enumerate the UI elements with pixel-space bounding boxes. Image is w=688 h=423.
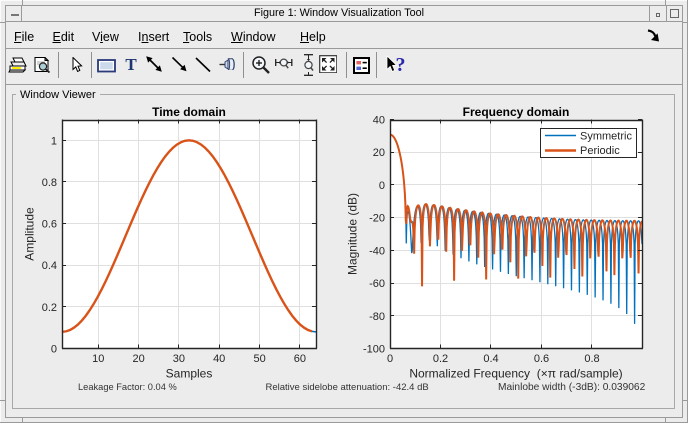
svg-text:30: 30: [173, 353, 185, 365]
svg-text:-60: -60: [369, 278, 385, 290]
svg-text:-20: -20: [369, 213, 385, 225]
svg-text:20: 20: [373, 147, 385, 159]
svg-text:Magnitude (dB): Magnitude (dB): [346, 193, 360, 275]
svg-text:Periodic: Periodic: [580, 145, 620, 157]
svg-text:1: 1: [51, 135, 57, 147]
svg-text:Mainlobe width (-3dB): 0.03906: Mainlobe width (-3dB): 0.039062: [498, 382, 646, 393]
svg-text:0.4: 0.4: [42, 260, 57, 272]
svg-text:20: 20: [132, 353, 144, 365]
svg-text:0: 0: [387, 353, 393, 365]
svg-text:-80: -80: [369, 311, 385, 323]
svg-text:0: 0: [379, 180, 385, 192]
svg-text:0.6: 0.6: [534, 353, 549, 365]
svg-text:0.6: 0.6: [42, 219, 57, 231]
svg-text:-40: -40: [369, 245, 385, 257]
svg-text:0.8: 0.8: [42, 177, 57, 189]
svg-text:Normalized Frequency (×π rad/: Normalized Frequency (×π rad/sample): [409, 367, 622, 381]
svg-text:Leakage Factor: 0.04 %: Leakage Factor: 0.04 %: [78, 382, 177, 392]
svg-text:Samples: Samples: [166, 367, 213, 381]
svg-text:-100: -100: [363, 344, 385, 356]
svg-text:0.2: 0.2: [42, 302, 57, 314]
svg-text:0.2: 0.2: [433, 353, 448, 365]
svg-text:10: 10: [92, 353, 104, 365]
svg-text:40: 40: [373, 115, 385, 127]
svg-text:0.4: 0.4: [483, 353, 498, 365]
svg-text:T: T: [125, 57, 137, 72]
svg-text:Time domain: Time domain: [152, 105, 226, 119]
svg-text:Symmetric: Symmetric: [580, 131, 632, 143]
svg-text:Frequency domain: Frequency domain: [463, 105, 570, 119]
svg-text:0: 0: [51, 344, 57, 356]
svg-text:Amplitude: Amplitude: [23, 207, 37, 261]
svg-text:Relative sidelobe attenuation:: Relative sidelobe attenuation: -42.4 dB: [266, 382, 429, 393]
svg-text:60: 60: [294, 353, 306, 365]
svg-text:0.8: 0.8: [584, 353, 599, 365]
svg-text:40: 40: [213, 353, 225, 365]
svg-text:?: ?: [396, 54, 406, 75]
svg-text:50: 50: [253, 353, 265, 365]
